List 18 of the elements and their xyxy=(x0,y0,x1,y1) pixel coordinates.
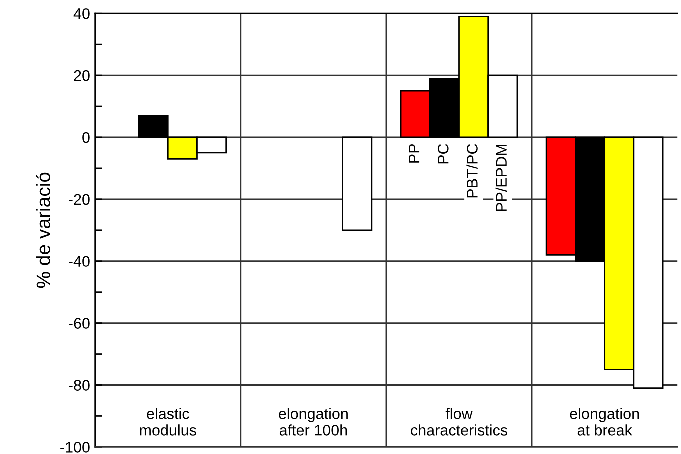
y-tick-label: -20 xyxy=(69,194,90,206)
y-tick-label: 40 xyxy=(74,8,90,20)
y-tick-label: -60 xyxy=(69,318,90,329)
x-tick-label: flow characteristics xyxy=(411,408,508,436)
y-tick-label: 0 xyxy=(82,132,90,144)
y-axis-title: % de variació xyxy=(36,172,51,288)
text: PBT/PC xyxy=(466,144,478,198)
x-tick-label: elastic modulus xyxy=(140,408,196,436)
y-tick-label: -40 xyxy=(69,256,90,268)
y-tick-label: -100 xyxy=(60,442,90,453)
bar xyxy=(342,136,373,232)
text: PP/EPDM xyxy=(496,144,508,212)
text: PP xyxy=(409,144,420,163)
text: PC xyxy=(438,144,449,164)
y-tick-label: -80 xyxy=(69,380,90,391)
x-tick-label: elongation after 100h xyxy=(279,408,348,436)
y-tick-label: 20 xyxy=(74,70,90,82)
x-tick-label: elongation at break xyxy=(570,408,640,436)
